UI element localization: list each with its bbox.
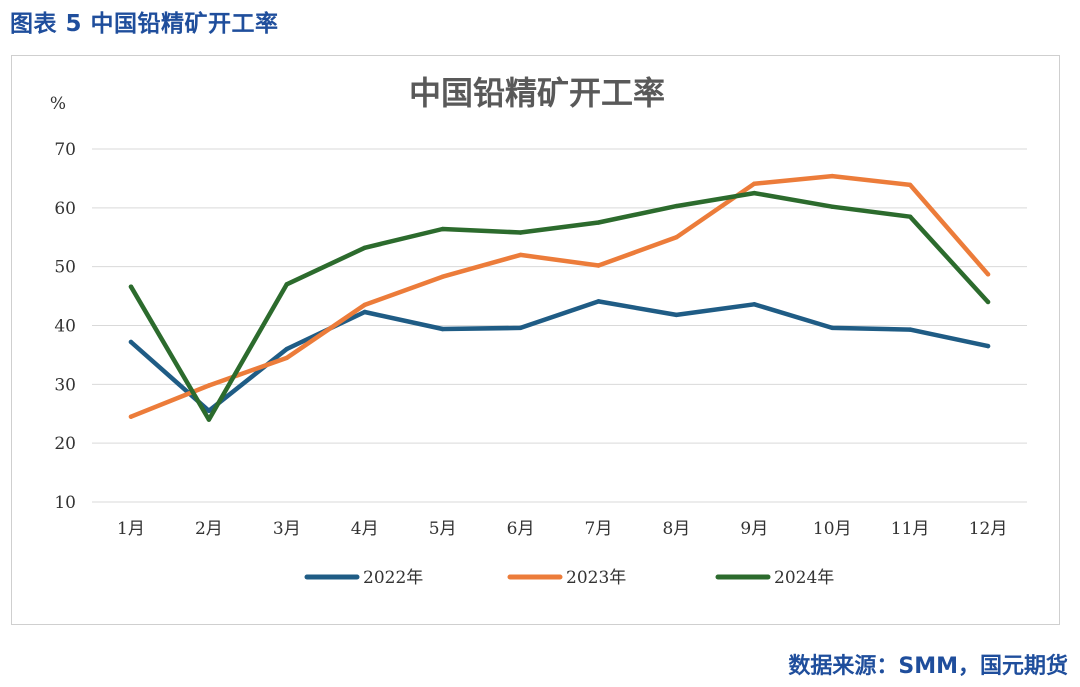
y-tick-label: 40 [54,317,76,337]
data-point [830,204,835,209]
data-point [284,346,289,352]
x-tick-label: 2月 [195,519,223,539]
data-point [985,272,991,277]
data-point [362,245,367,251]
data-point [830,173,835,179]
data-point [362,309,367,315]
series-line-3 [128,190,991,422]
x-tick-label: 9月 [740,519,768,539]
y-tick-label: 70 [54,140,76,160]
y-tick-label: 20 [54,434,76,454]
data-point [596,263,601,268]
data-point [128,414,134,419]
x-tick-label: 5月 [429,519,457,539]
chart-frame: 中国铅精矿开工率 % 10 20 30 40 50 60 70 1月 2月 3月 4月 5月 6月 7月… [11,55,1060,625]
legend-label: 2023年 [566,568,626,588]
line-chart: 中国铅精矿开工率 % 10 20 30 40 50 60 70 1月 2月 3月 4月 5月 6月 7月… [50,74,1027,588]
data-point [284,355,289,361]
data-point [284,282,289,287]
data-point [206,383,212,388]
data-point [206,408,212,414]
data-point [206,417,212,422]
x-tick-label: 4月 [351,519,379,539]
data-point [518,252,523,258]
x-tick-label: 6月 [507,519,535,539]
x-tick-label: 12月 [969,519,1008,539]
data-point [752,181,757,186]
x-tick-label: 8月 [662,519,690,539]
y-axis-unit: % [50,94,66,114]
data-point [907,182,913,188]
data-point [362,302,367,308]
data-point [518,230,523,235]
data-point [128,284,134,289]
legend-label: 2022年 [363,568,423,588]
data-point [674,312,679,318]
data-point [907,214,913,219]
data-point [440,274,445,279]
x-tick-label: 10月 [813,519,852,539]
y-tick-label: 50 [54,258,76,278]
data-point [674,235,679,240]
series-line-2 [128,173,991,419]
data-point [440,326,445,332]
data-point [907,327,913,332]
gridlines [92,148,1027,503]
data-point [128,339,134,345]
data-point [596,299,601,304]
legend: 2022年 2023年 2024年 [304,568,834,588]
series-line-1 [128,299,991,414]
y-tick-label: 10 [54,493,76,513]
data-point [985,343,991,349]
series-lines [128,173,991,422]
data-point [830,325,835,331]
y-tick-labels: 10 20 30 40 50 60 70 [54,140,76,513]
figure-caption: 图表 5 中国铅精矿开工率 [10,11,279,37]
data-point [518,325,523,331]
x-tick-label: 7月 [585,519,613,539]
x-tick-label: 3月 [273,519,301,539]
x-tick-label: 11月 [891,519,930,539]
x-tick-label: 1月 [117,519,145,539]
data-point [440,226,445,232]
chart-title: 中国铅精矿开工率 [409,74,665,112]
x-tick-labels: 1月 2月 3月 4月 5月 6月 7月 8月 9月 10月 11月 12月 [117,519,1007,539]
data-point [752,190,757,196]
source-note: 数据来源：SMM，国元期货 [788,654,1068,679]
data-point [674,203,679,209]
data-point [596,220,601,225]
y-tick-label: 30 [54,375,76,395]
data-point [752,302,757,307]
data-point [985,299,991,305]
y-tick-label: 60 [54,199,76,219]
legend-label: 2024年 [774,568,834,588]
